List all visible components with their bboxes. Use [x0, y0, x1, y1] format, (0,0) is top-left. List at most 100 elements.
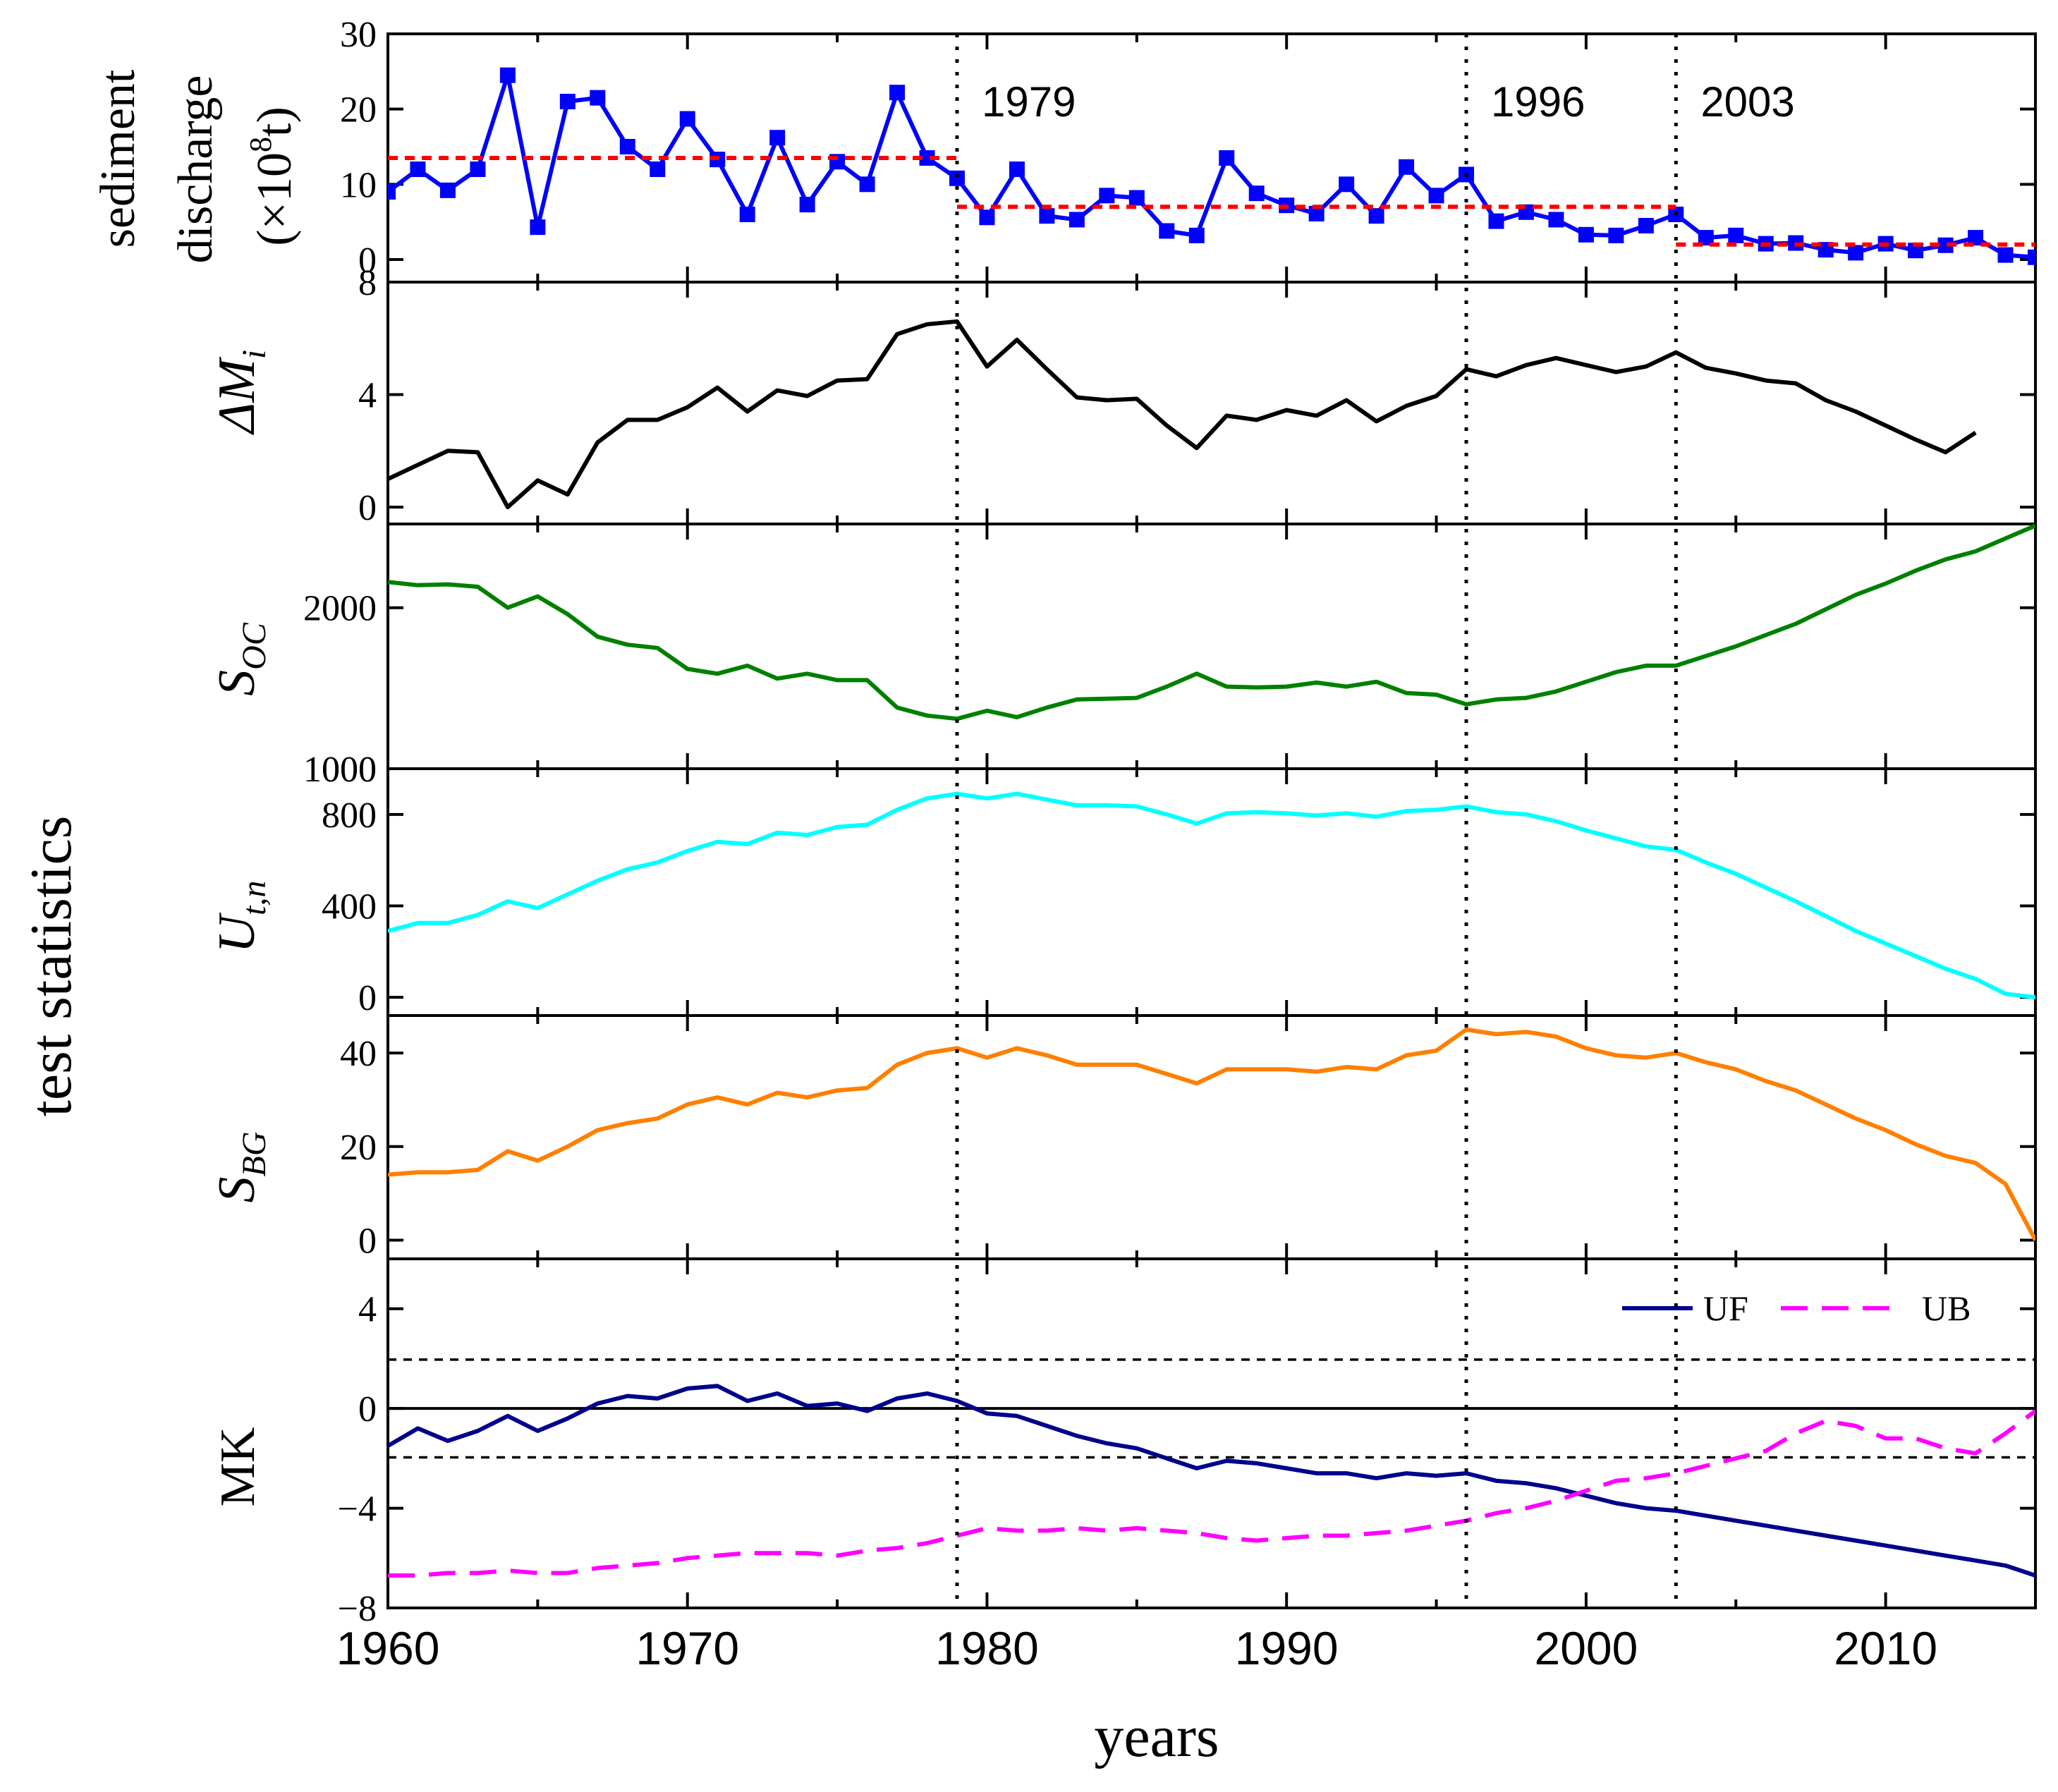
x-tick-label: 1990	[1235, 1622, 1339, 1674]
x-tick-label: 2010	[1834, 1622, 1937, 1674]
data-point	[1128, 190, 1145, 206]
data-point	[1159, 223, 1175, 239]
data-point	[1698, 230, 1714, 246]
data-point	[2028, 249, 2035, 265]
ylabel-sediment-suffix: t)	[248, 106, 302, 137]
x-tick-label: 1960	[336, 1622, 440, 1674]
change-point-label: 1996	[1491, 78, 1585, 126]
ylabel-deltaM-sub: i	[236, 350, 273, 359]
series-line	[388, 791, 2035, 1000]
ylabel-deltaM: ΔMi	[208, 350, 273, 435]
x-axis-title: years	[1094, 1704, 1219, 1769]
y-tick-label: 400	[322, 886, 377, 927]
data-point	[1428, 188, 1444, 204]
data-point	[949, 170, 965, 186]
data-point	[1248, 185, 1265, 202]
y-tick-label: 4	[358, 1290, 377, 1330]
data-point	[1339, 176, 1355, 193]
ylabel-utn-sub: t,n	[236, 881, 273, 915]
data-point	[1399, 159, 1415, 175]
panel-sediment	[386, 32, 2037, 284]
data-point	[1488, 213, 1504, 229]
ylabel-sbg-sub: BG	[236, 1132, 273, 1177]
series-line	[388, 1027, 2035, 1241]
ylabel-soc-sub: OC	[236, 622, 273, 670]
data-point	[1638, 218, 1654, 233]
panel-data-soc	[388, 524, 2035, 721]
data-point	[769, 130, 786, 146]
panel-data-mk	[388, 1384, 2035, 1578]
data-point	[1368, 208, 1384, 224]
ylabel-sbg-main: S	[208, 1176, 266, 1202]
panel-data-deltaM	[388, 319, 1977, 510]
data-point	[889, 85, 906, 101]
y-tick-label: 40	[340, 1034, 377, 1074]
y-tick-label: 0	[358, 240, 377, 281]
ylabel-soc: SOC	[208, 622, 273, 696]
data-point	[799, 197, 815, 213]
data-point	[1308, 205, 1325, 221]
data-point	[919, 150, 935, 166]
panel-data-sediment	[388, 67, 2035, 265]
panel-data-utn	[388, 791, 2035, 1000]
data-point	[439, 182, 456, 198]
legend-uf-label: UF	[1703, 1288, 1748, 1328]
y-tick-label: 0	[358, 1389, 377, 1430]
y-tick-label: 0	[358, 1221, 377, 1261]
panel-frame-mk	[386, 1257, 2037, 1609]
y-tick-label: 800	[322, 796, 377, 836]
y-tick-label: 20	[340, 1128, 377, 1168]
ylabel-utn: Ut,n	[208, 881, 273, 953]
change-point-label: 1979	[982, 78, 1076, 126]
y-tick-label: 10	[340, 165, 377, 205]
data-point	[388, 184, 396, 200]
ylabel-soc-main: S	[208, 670, 266, 696]
data-point	[619, 139, 635, 154]
data-point	[650, 161, 666, 177]
y-tick-label: −4	[338, 1489, 377, 1530]
data-point	[1608, 227, 1624, 243]
data-point	[1188, 227, 1205, 243]
data-point	[470, 161, 486, 177]
data-point	[679, 111, 695, 127]
legend-ub-label: UB	[1922, 1288, 1971, 1328]
y-axis-title: test statistics	[18, 816, 84, 1117]
y-tick-label: 2000	[303, 589, 377, 629]
x-tick-label: 1970	[635, 1622, 739, 1674]
y-tick-label: −8	[338, 1589, 377, 1629]
panel-data-sbg	[388, 1027, 2035, 1241]
data-point	[739, 207, 755, 222]
data-point	[1937, 237, 1954, 253]
ylabel-sediment-line2: discharge	[169, 75, 223, 264]
ylabel-sediment-sup: 8	[243, 137, 278, 152]
data-point	[1009, 161, 1025, 177]
data-point	[1848, 245, 1864, 261]
series-line	[388, 1384, 2035, 1578]
data-point	[859, 176, 875, 193]
data-point	[1099, 188, 1115, 204]
change-point-label: 2003	[1700, 78, 1794, 126]
data-point	[1578, 226, 1594, 243]
data-point	[559, 94, 576, 109]
data-point	[1068, 212, 1085, 228]
y-tick-label: 30	[340, 15, 377, 55]
data-point	[1728, 227, 1744, 243]
y-tick-label: 0	[358, 978, 377, 1018]
ylabel-sediment-line3: (×108t)	[243, 106, 302, 246]
ylabel-mk: MK	[211, 1427, 265, 1507]
data-point	[1219, 150, 1235, 166]
data-point	[979, 209, 995, 226]
ylabel-sediment-prefix: (×10	[248, 152, 302, 246]
data-point	[590, 90, 606, 106]
data-point	[410, 161, 426, 177]
ylabel-deltaM-main: ΔM	[208, 356, 266, 435]
ylabel-utn-main: U	[208, 912, 266, 953]
series-line	[388, 1409, 2035, 1578]
panel-mk	[386, 1257, 2037, 1609]
y-tick-label: 8	[358, 263, 377, 303]
data-point	[1039, 208, 1055, 224]
ylabel-sediment-line1: sediment	[91, 69, 145, 248]
y-tick-label: 1000	[303, 750, 377, 790]
